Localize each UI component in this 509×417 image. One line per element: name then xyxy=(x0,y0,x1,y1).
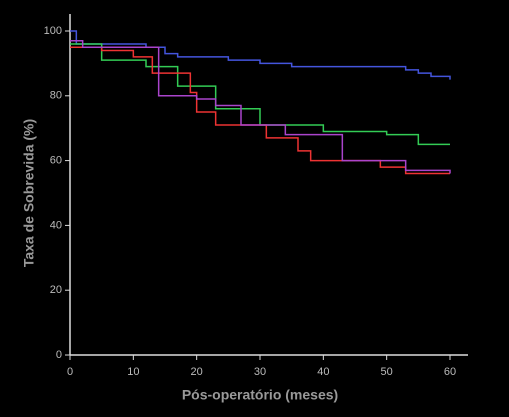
x-tick-label: 50 xyxy=(381,366,393,378)
y-tick-label: 0 xyxy=(56,349,62,361)
y-axis-title: Taxa de Sobrevida (%) xyxy=(21,119,37,267)
y-tick-label: 80 xyxy=(50,90,62,102)
x-tick-label: 60 xyxy=(444,366,456,378)
y-tick-label: 20 xyxy=(50,284,62,296)
y-tick-label: 40 xyxy=(50,219,62,231)
x-axis-title: Pós-operatório (meses) xyxy=(182,387,338,403)
x-tick-label: 20 xyxy=(191,366,203,378)
x-tick-label: 30 xyxy=(254,366,266,378)
y-tick-label: 60 xyxy=(50,155,62,167)
survival-curve xyxy=(70,46,450,175)
survival-curve xyxy=(70,43,450,146)
survival-curve xyxy=(70,30,451,80)
x-tick-label: 40 xyxy=(317,366,329,378)
x-tick-label: 0 xyxy=(67,366,73,378)
x-tick-label: 10 xyxy=(127,366,139,378)
y-tick-label: 100 xyxy=(44,25,62,37)
survival-curve xyxy=(70,39,451,174)
